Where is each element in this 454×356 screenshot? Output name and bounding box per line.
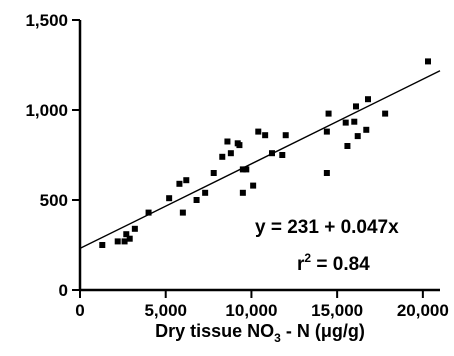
x-axis-label-subscript: 3 [274, 331, 281, 345]
fit-equation: y = 231 + 0.047x [255, 217, 399, 238]
data-point [126, 235, 133, 242]
y-tick-label: 1,000 [25, 101, 68, 120]
data-points [99, 58, 431, 248]
data-point [227, 150, 234, 157]
data-point [323, 170, 330, 176]
data-point [250, 182, 257, 189]
axis-ticks [72, 19, 424, 298]
data-point [123, 231, 130, 238]
data-point [344, 143, 351, 149]
data-point [354, 133, 361, 140]
data-point [323, 128, 330, 135]
data-point [269, 150, 275, 157]
y-tick-labels: 0 500 1,000 1,500 [25, 11, 68, 300]
data-point [255, 128, 262, 135]
data-point [179, 209, 186, 216]
data-point [279, 152, 286, 158]
data-point [342, 119, 349, 126]
data-point [382, 110, 389, 117]
data-point [351, 118, 358, 125]
x-tick-labels: 0 5,000 10,000 15,000 20,000 [75, 301, 449, 320]
data-point [176, 180, 183, 187]
data-point [131, 225, 138, 232]
data-point [243, 166, 250, 173]
data-point [114, 238, 121, 245]
r-squared-sup: 2 [304, 251, 311, 265]
data-point [193, 197, 200, 203]
data-point [282, 132, 289, 139]
fit-line-layer [79, 70, 441, 250]
data-point [363, 126, 370, 133]
data-point [219, 153, 226, 160]
regression-line [79, 70, 441, 250]
r-squared-label: r2 = 0.84 [297, 251, 370, 275]
y-tick-label: 0 [59, 281, 68, 300]
x-tick-label: 20,000 [397, 301, 449, 320]
y-tick-label: 500 [40, 191, 68, 210]
data-point [325, 110, 332, 117]
data-point [365, 96, 371, 103]
x-tick-label: 5,000 [144, 301, 187, 320]
data-point [210, 170, 217, 176]
data-point [202, 189, 209, 196]
data-point [183, 177, 190, 184]
x-tick-label: 0 [75, 301, 84, 320]
data-point [239, 189, 246, 196]
x-tick-label: 15,000 [311, 301, 363, 320]
data-point [262, 132, 269, 139]
data-point [236, 142, 243, 149]
x-tick-label: 10,000 [225, 301, 277, 320]
data-point [224, 138, 231, 145]
data-point [425, 58, 431, 65]
data-point [353, 103, 359, 110]
data-point [145, 209, 152, 216]
data-point [121, 238, 128, 245]
data-point [239, 166, 246, 173]
y-tick-label: 1,500 [25, 11, 68, 30]
data-point [99, 242, 106, 248]
x-axis-label: Dry tissue NO3 - N (μg/g) [155, 321, 365, 345]
data-point [166, 195, 173, 202]
